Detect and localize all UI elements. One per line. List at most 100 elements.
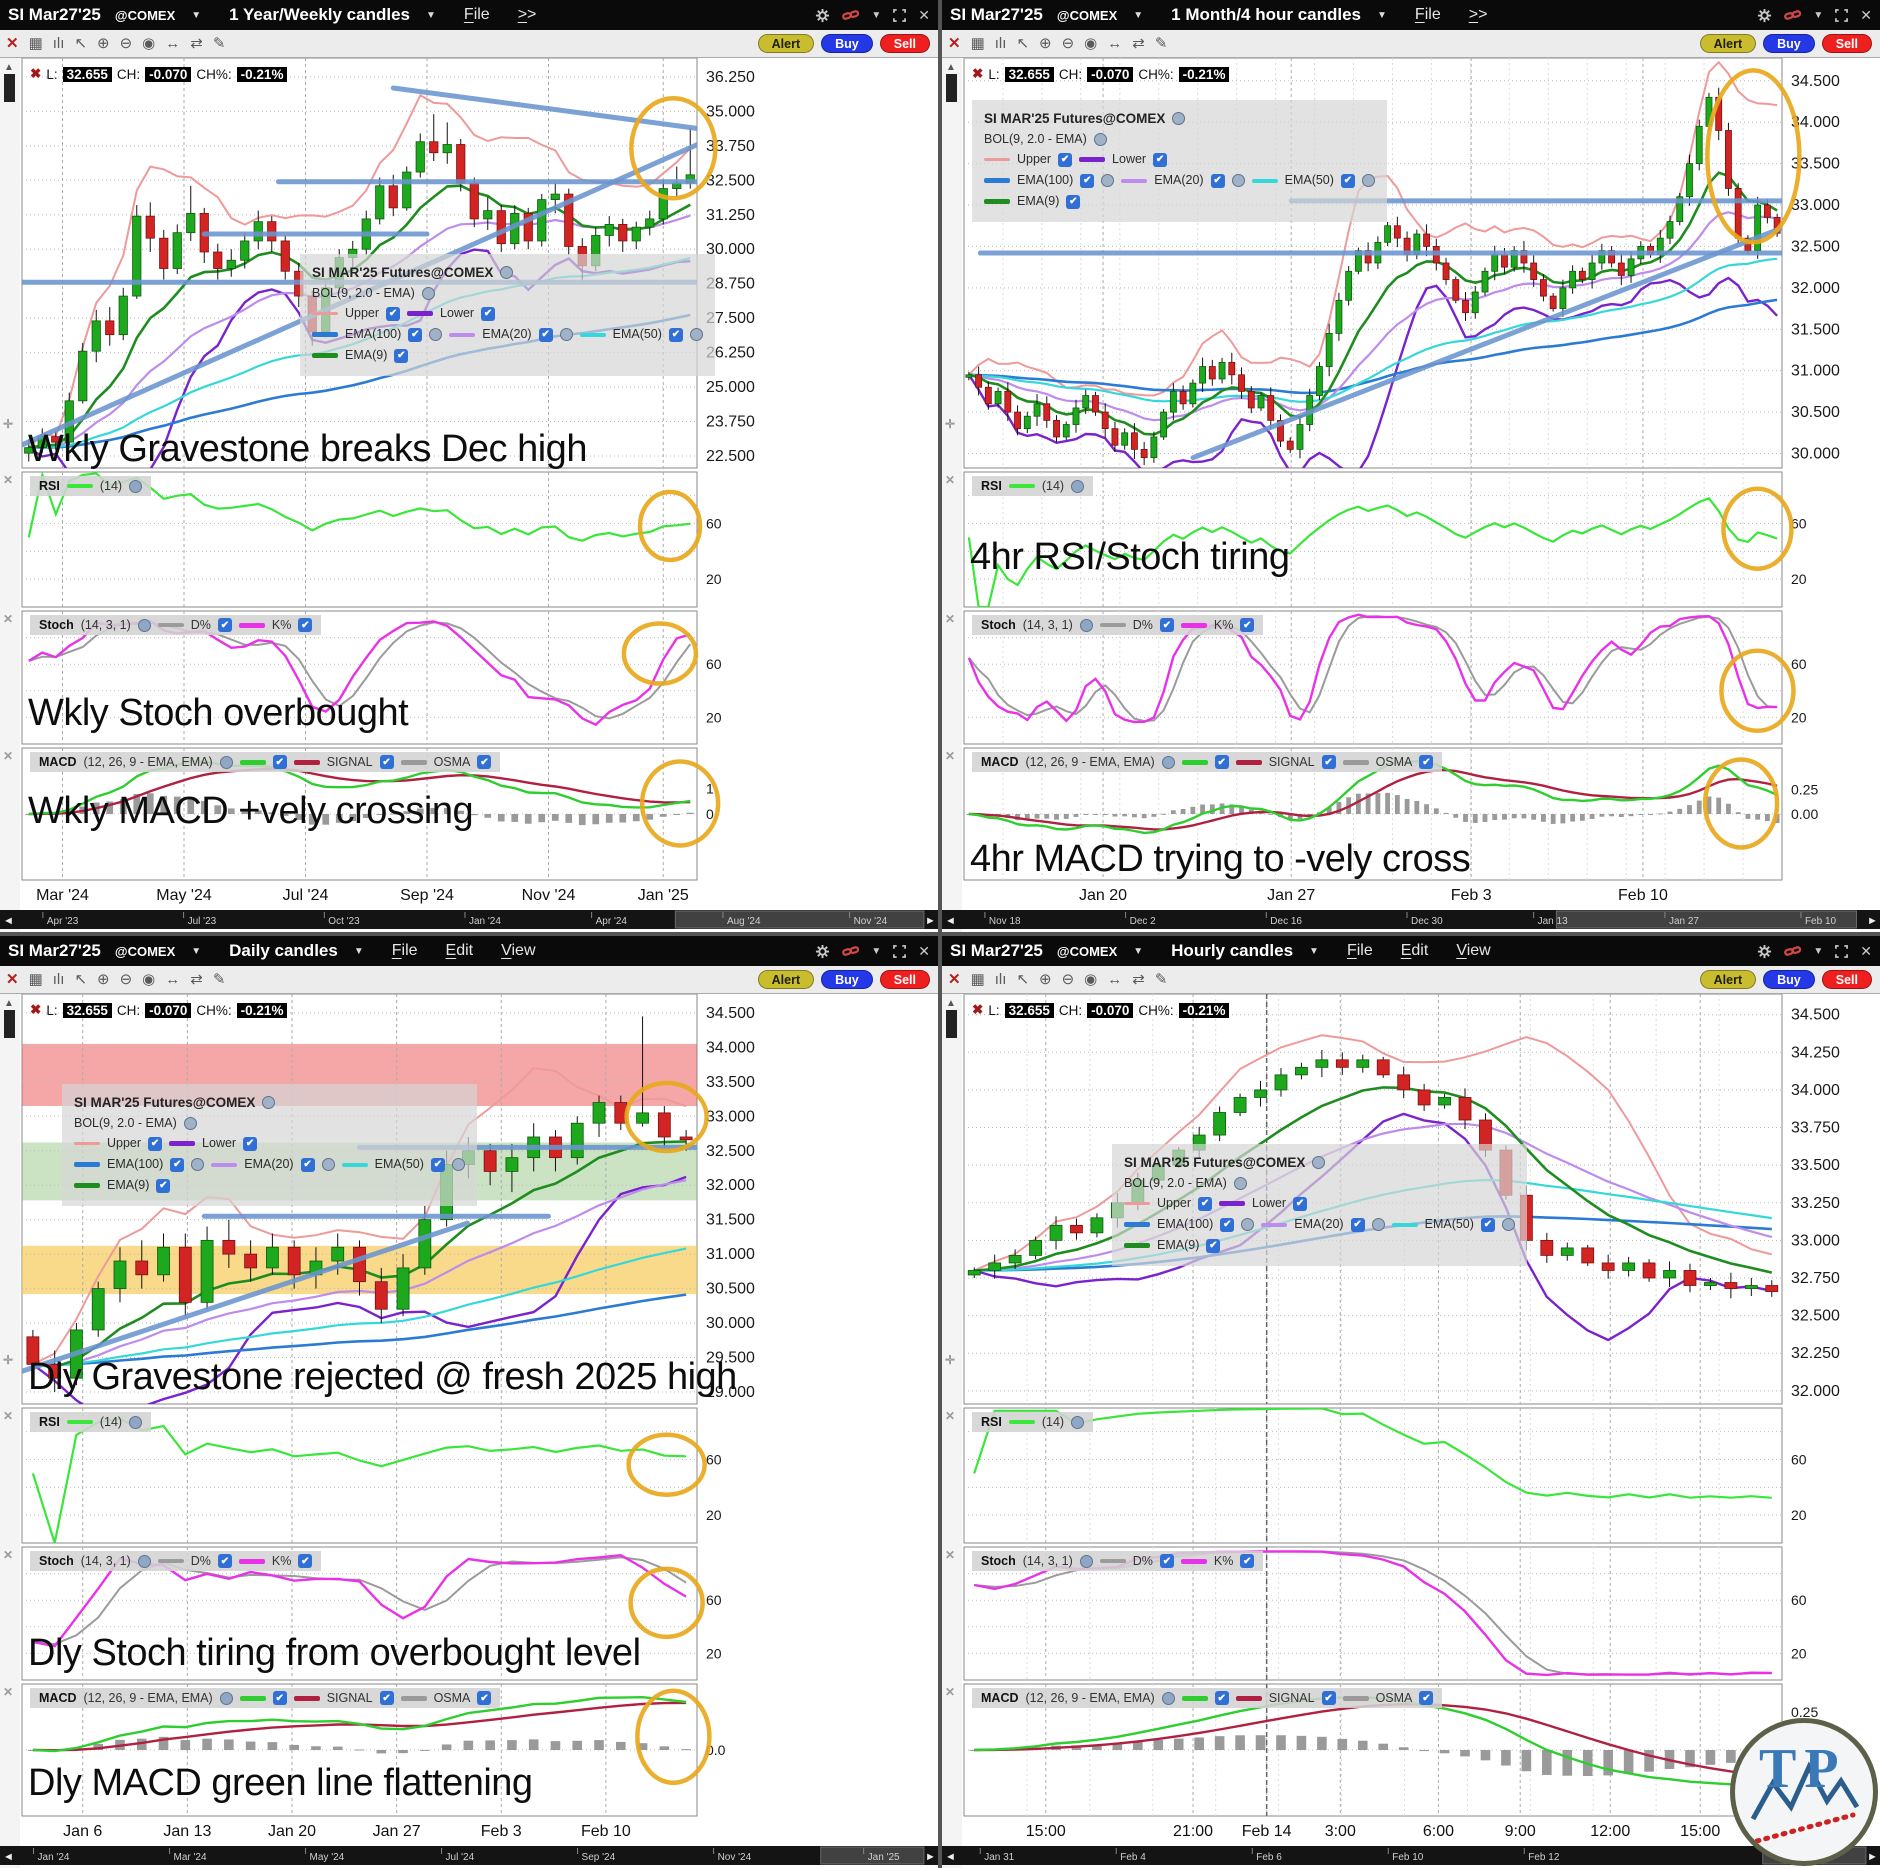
stoch-k-checkbox[interactable]: ✔ (298, 618, 313, 632)
fullscreen-icon[interactable] (1835, 8, 1849, 22)
symbol-dropdown-icon[interactable]: ▼ (1133, 9, 1144, 21)
legend-checkbox[interactable]: ✔ (156, 1178, 171, 1193)
link-icon[interactable] (1784, 944, 1802, 959)
menu-Edit[interactable]: Edit (445, 942, 474, 959)
macd-line-checkbox[interactable]: ✔ (272, 1691, 287, 1705)
globe-icon[interactable] (1241, 1218, 1255, 1231)
menu-File[interactable]: File (391, 942, 418, 959)
scrollbar-thumb[interactable] (1555, 910, 1858, 929)
sell-button[interactable]: Sell (879, 34, 930, 53)
globe-icon[interactable] (429, 328, 443, 341)
crosshair-icon[interactable]: ◉ (1084, 971, 1098, 988)
zoom-in-icon[interactable]: ⊕ (1039, 35, 1052, 52)
stoch-k-checkbox[interactable]: ✔ (298, 1554, 313, 1568)
candles-icon[interactable]: ılı (994, 35, 1007, 52)
globe-icon[interactable] (183, 1116, 197, 1130)
sell-button[interactable]: Sell (1821, 970, 1872, 989)
globe-icon[interactable] (451, 1158, 465, 1171)
candles-icon[interactable]: ılı (52, 971, 65, 988)
buy-button[interactable]: Buy (821, 970, 873, 989)
pan-horizontal-icon[interactable]: ↔ (165, 971, 181, 988)
drag-handle-icon[interactable] (137, 1554, 151, 1568)
timeframe-dropdown-icon[interactable]: ▼ (353, 945, 364, 957)
globe-icon[interactable] (1172, 112, 1186, 126)
zoom-out-icon[interactable]: ⊖ (119, 971, 133, 988)
exchange-label[interactable]: @COMEX (114, 943, 176, 959)
zoom-out-icon[interactable]: ⊖ (1061, 971, 1075, 988)
zoom-out-icon[interactable]: ⊖ (119, 35, 133, 52)
close-icon[interactable]: ✕ (1860, 942, 1872, 959)
macd-osma-checkbox[interactable]: ✔ (477, 1691, 492, 1705)
alert-button[interactable]: Alert (757, 970, 815, 989)
settings-icon[interactable] (815, 8, 830, 23)
close-icon[interactable]: ✕ (6, 35, 19, 52)
globe-icon[interactable] (1101, 174, 1115, 187)
stoch-d-checkbox[interactable]: ✔ (217, 1554, 232, 1568)
dropdown-icon[interactable]: ▼ (1813, 9, 1824, 21)
compare-icon[interactable]: ⇄ (190, 971, 203, 988)
drag-handle-icon[interactable] (1079, 1554, 1093, 1568)
cursor-icon[interactable]: ↖ (74, 35, 88, 52)
legend-checkbox[interactable]: ✔ (668, 327, 683, 342)
timeframe-dropdown-icon[interactable]: ▼ (1377, 9, 1387, 21)
alert-button[interactable]: Alert (1699, 970, 1757, 989)
menu-[interactable]: >> (517, 6, 537, 23)
settings-icon[interactable] (1757, 8, 1772, 23)
remove-quote-icon[interactable]: ✖ (30, 1002, 42, 1017)
stoch-k-checkbox[interactable]: ✔ (1240, 1554, 1255, 1568)
macd-osma-checkbox[interactable]: ✔ (1419, 1691, 1434, 1705)
legend-checkbox[interactable]: ✔ (1340, 173, 1355, 188)
chart-grid-icon[interactable]: ▦ (28, 971, 43, 988)
stoch-d-checkbox[interactable]: ✔ (1159, 618, 1174, 632)
close-icon[interactable]: ✕ (6, 971, 19, 988)
symbol-label[interactable]: SI Mar27'25 (950, 941, 1043, 960)
drag-handle-icon[interactable] (1161, 755, 1175, 769)
cursor-icon[interactable]: ↖ (74, 971, 88, 988)
symbol-label[interactable]: SI Mar27'25 (8, 941, 101, 960)
zoom-in-icon[interactable]: ⊕ (97, 971, 110, 988)
crosshair-icon[interactable]: ◉ (1084, 35, 1098, 52)
menu-View[interactable]: View (501, 942, 536, 959)
stoch-k-checkbox[interactable]: ✔ (1240, 618, 1255, 632)
close-icon[interactable]: ✕ (948, 35, 961, 52)
legend-checkbox[interactable]: ✔ (1480, 1217, 1495, 1232)
legend-checkbox[interactable]: ✔ (1198, 1196, 1213, 1211)
close-icon[interactable]: ✕ (1860, 6, 1872, 23)
globe-icon[interactable] (1231, 174, 1245, 187)
pan-horizontal-icon[interactable]: ↔ (1107, 35, 1123, 52)
macd-osma-checkbox[interactable]: ✔ (1419, 755, 1434, 769)
drag-handle-icon[interactable] (137, 618, 151, 632)
sell-button[interactable]: Sell (879, 970, 930, 989)
symbol-label[interactable]: SI Mar27'25 (8, 5, 101, 24)
fullscreen-icon[interactable] (893, 944, 907, 958)
pan-horizontal-icon[interactable]: ↔ (1107, 971, 1123, 988)
chart-grid-icon[interactable]: ▦ (970, 35, 985, 52)
zoom-in-icon[interactable]: ⊕ (97, 35, 110, 52)
symbol-dropdown-icon[interactable]: ▼ (191, 945, 202, 957)
macd-signal-checkbox[interactable]: ✔ (1321, 755, 1336, 769)
legend-checkbox[interactable]: ✔ (148, 1136, 163, 1151)
link-icon[interactable] (842, 944, 860, 959)
remove-quote-icon[interactable]: ✖ (972, 1002, 984, 1017)
dropdown-icon[interactable]: ▼ (871, 945, 882, 957)
dropdown-icon[interactable]: ▼ (1813, 945, 1824, 957)
legend-checkbox[interactable]: ✔ (1058, 152, 1073, 167)
remove-quote-icon[interactable]: ✖ (972, 66, 984, 81)
drag-handle-icon[interactable] (1079, 618, 1093, 632)
link-icon[interactable] (842, 8, 860, 23)
legend-checkbox[interactable]: ✔ (1206, 1238, 1221, 1253)
legend-checkbox[interactable]: ✔ (481, 306, 496, 321)
globe-icon[interactable] (262, 1096, 276, 1110)
symbol-dropdown-icon[interactable]: ▼ (1133, 945, 1144, 957)
cursor-icon[interactable]: ↖ (1016, 35, 1030, 52)
buy-button[interactable]: Buy (821, 34, 873, 53)
timeframe-label[interactable]: Hourly candles (1171, 941, 1294, 960)
symbol-dropdown-icon[interactable]: ▼ (191, 9, 202, 21)
cursor-icon[interactable]: ↖ (1016, 971, 1030, 988)
settings-icon[interactable] (815, 944, 830, 959)
zoom-in-icon[interactable]: ⊕ (1039, 971, 1052, 988)
draw-icon[interactable]: ✎ (212, 35, 226, 52)
menu-File[interactable]: File (1346, 942, 1373, 959)
macd-line-checkbox[interactable]: ✔ (1214, 1691, 1229, 1705)
globe-icon[interactable] (1501, 1218, 1515, 1231)
